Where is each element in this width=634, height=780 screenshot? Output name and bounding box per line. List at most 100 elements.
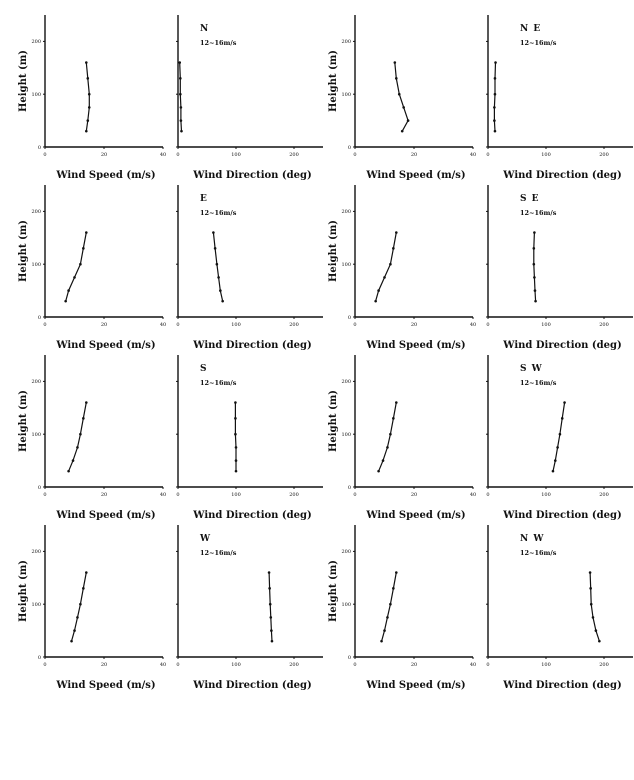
data-point xyxy=(178,61,182,64)
x-tick-label: 200 xyxy=(289,322,299,328)
series-line xyxy=(70,572,87,642)
data-point xyxy=(86,119,90,122)
data-point xyxy=(269,616,273,619)
y-axis-title: Height (m) xyxy=(328,390,339,452)
data-point xyxy=(219,289,222,292)
x-tick-label: 200 xyxy=(599,322,609,328)
x-tick-label: 0 xyxy=(176,492,179,498)
data-point xyxy=(374,299,377,303)
data-point xyxy=(377,469,380,473)
y-axis-title: Height (m) xyxy=(328,220,339,282)
y-tick-label: 100 xyxy=(31,92,41,98)
y-tick-label: 200 xyxy=(341,209,351,215)
data-point xyxy=(383,629,386,632)
series-line xyxy=(378,402,397,472)
data-point xyxy=(180,129,183,133)
x-tick-label: 20 xyxy=(101,492,107,498)
x-tick-label: 40 xyxy=(470,152,476,158)
x-axis-title: Wind Speed (m/s) xyxy=(55,170,155,181)
panel-e-speed: 0 100 200 0 20 40 Wind Speed (m/s) Height (m) xyxy=(18,185,166,351)
direction-label: S xyxy=(200,364,208,374)
data-point xyxy=(532,247,536,250)
y-tick-label: 0 xyxy=(348,655,351,661)
x-tick-label: 0 xyxy=(176,152,179,158)
x-tick-label: 0 xyxy=(486,492,489,498)
data-point xyxy=(79,602,82,606)
x-tick-label: 0 xyxy=(353,152,356,158)
x-tick-label: 40 xyxy=(160,662,166,668)
data-point xyxy=(70,639,73,643)
data-point xyxy=(179,92,182,96)
speed-range-label: 12~16m/s xyxy=(520,209,557,217)
speed-range-label: 12~16m/s xyxy=(200,549,237,557)
y-tick-label: 100 xyxy=(341,262,351,268)
series-line xyxy=(589,572,600,642)
data-point xyxy=(392,587,395,590)
series-line xyxy=(493,62,497,132)
data-point xyxy=(533,231,536,234)
data-point xyxy=(234,459,238,462)
data-point xyxy=(267,571,271,574)
x-tick-label: 100 xyxy=(231,492,241,498)
x-axis-title: Wind Direction (deg) xyxy=(502,340,621,351)
x-tick-label: 40 xyxy=(470,492,476,498)
y-tick-label: 100 xyxy=(341,92,351,98)
y-tick-label: 0 xyxy=(348,145,351,151)
data-point xyxy=(533,289,537,292)
y-tick-label: 0 xyxy=(38,315,41,321)
data-point xyxy=(551,469,555,473)
data-point xyxy=(589,587,592,590)
y-tick-label: 0 xyxy=(38,655,41,661)
x-tick-label: 200 xyxy=(599,662,609,668)
series-line xyxy=(552,402,566,472)
data-point xyxy=(179,77,182,80)
x-tick-label: 200 xyxy=(289,662,299,668)
y-tick-label: 200 xyxy=(341,39,351,45)
data-point xyxy=(589,602,593,606)
data-point xyxy=(392,417,395,420)
panel-sw-direction: 0 100 200 Wind Direction (deg) S W 12~16m/s xyxy=(486,355,633,521)
data-point xyxy=(493,77,497,80)
data-point xyxy=(392,247,395,250)
data-point xyxy=(389,262,392,266)
data-point xyxy=(494,61,497,64)
data-point xyxy=(380,639,383,643)
x-axis-title: Wind Direction (deg) xyxy=(192,340,311,351)
x-tick-label: 100 xyxy=(231,322,241,328)
x-tick-label: 100 xyxy=(541,492,551,498)
data-point xyxy=(79,262,82,266)
data-point xyxy=(397,92,401,96)
data-point xyxy=(493,106,496,109)
series-line xyxy=(533,232,537,302)
data-point xyxy=(386,616,389,619)
data-point xyxy=(234,432,237,436)
data-point xyxy=(556,446,559,449)
data-point xyxy=(213,247,217,250)
data-point xyxy=(383,276,386,279)
y-tick-label: 100 xyxy=(31,602,41,608)
data-point xyxy=(270,629,273,632)
x-tick-label: 0 xyxy=(43,662,46,668)
data-point xyxy=(67,469,70,473)
x-axis-title: Wind Direction (deg) xyxy=(502,170,621,181)
data-point xyxy=(591,616,595,619)
data-point xyxy=(406,119,410,122)
x-tick-label: 20 xyxy=(411,152,417,158)
data-point xyxy=(85,571,88,574)
panel-w-speed: 0 100 200 0 20 40 Wind Speed (m/s) Height (m) xyxy=(18,525,166,691)
y-tick-label: 200 xyxy=(341,379,351,385)
data-point xyxy=(76,616,79,619)
panel-n-speed: 0 100 200 0 20 40 Wind Speed (m/s) Height (m) xyxy=(18,15,166,181)
data-point xyxy=(73,629,76,632)
data-point xyxy=(86,77,90,80)
x-tick-label: 20 xyxy=(411,492,417,498)
data-point xyxy=(395,401,398,404)
data-point xyxy=(82,247,85,250)
data-point xyxy=(221,299,224,303)
data-point xyxy=(215,262,219,266)
x-axis-title: Wind Direction (deg) xyxy=(192,510,311,521)
speed-range-label: 12~16m/s xyxy=(520,39,557,47)
data-point xyxy=(381,459,385,462)
speed-range-label: 12~16m/s xyxy=(520,379,557,387)
